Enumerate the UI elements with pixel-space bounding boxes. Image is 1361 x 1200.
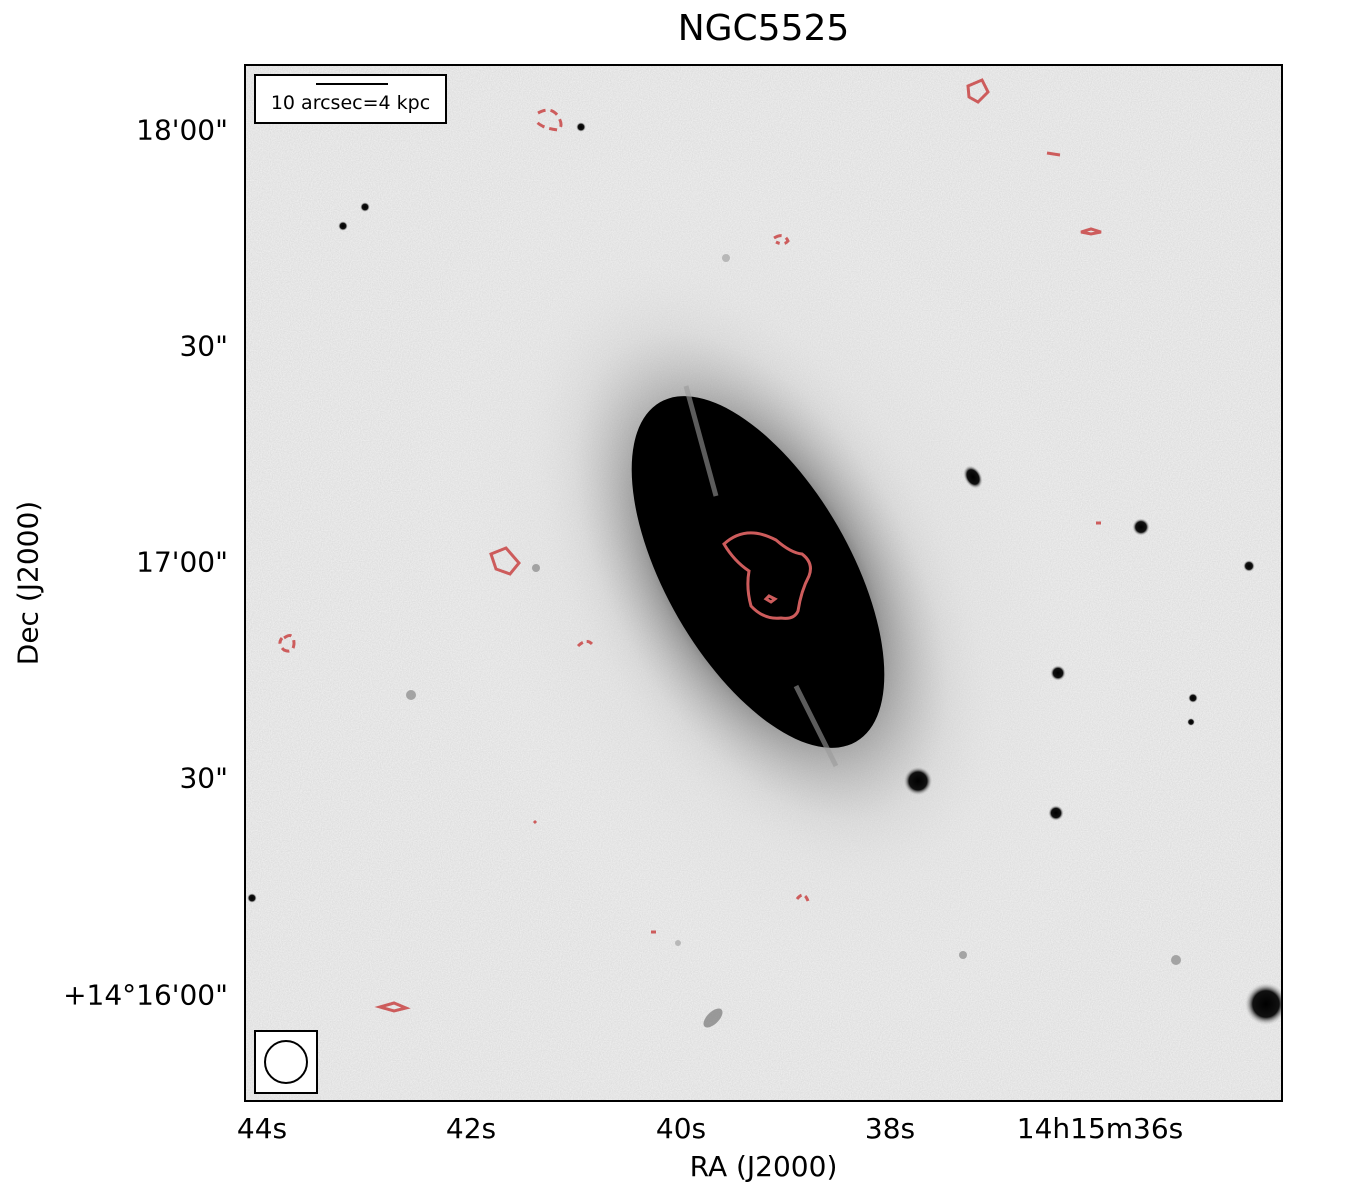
beam-box — [254, 1030, 318, 1094]
galaxy — [397, 134, 1135, 1038]
x-tick-label: 42s — [445, 1112, 497, 1145]
plot-title: NGC5525 — [677, 8, 850, 49]
x-axis-label: RA (J2000) — [689, 1150, 838, 1183]
x-tick-label: 14h15m36s — [1016, 1112, 1184, 1145]
image-panel: 10 arcsec=4 kpc — [244, 64, 1283, 1102]
x-tick-label: 44s — [236, 1112, 288, 1145]
contours — [278, 78, 1102, 1013]
stars — [247, 122, 1281, 1028]
beam-ellipse-icon — [264, 1040, 308, 1084]
scale-bar: 10 arcsec=4 kpc — [254, 74, 447, 124]
y-tick-label: 30" — [179, 761, 228, 795]
scale-bar-label: 10 arcsec=4 kpc — [270, 92, 431, 114]
x-tick-label: 40s — [655, 1112, 707, 1145]
scale-bar-line — [316, 83, 388, 85]
y-tick-label: 17'00" — [136, 545, 228, 579]
y-tick-label: +14°16'00" — [63, 978, 228, 1012]
y-tick-label: 18'00" — [136, 113, 228, 147]
sky-image — [246, 66, 1281, 1100]
x-tick-label: 38s — [864, 1112, 916, 1145]
y-axis-label: Dec (J2000) — [11, 500, 45, 666]
y-tick-label: 30" — [179, 329, 228, 363]
